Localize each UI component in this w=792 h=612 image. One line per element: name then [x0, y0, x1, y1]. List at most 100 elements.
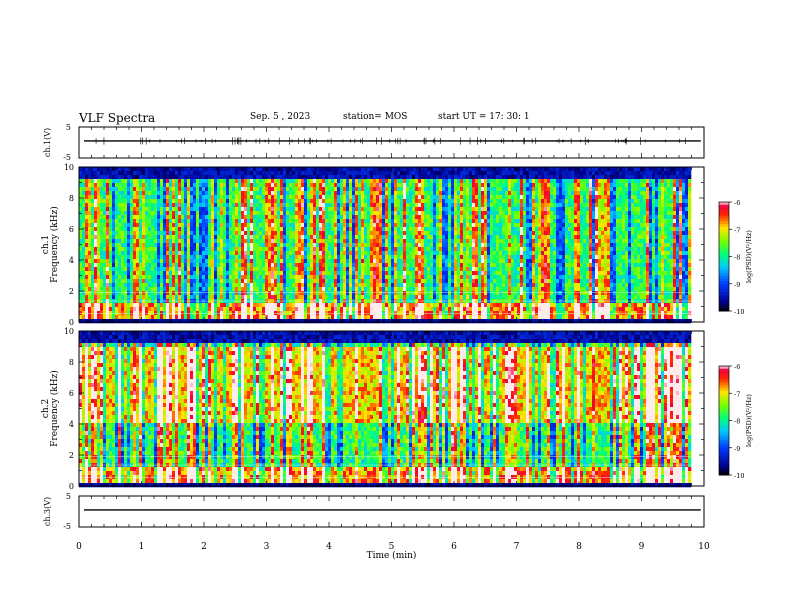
spectrogram-cell: [328, 227, 332, 232]
spectrogram-cell: [217, 243, 221, 248]
spectrogram-cell: [148, 311, 152, 316]
spectrogram-cell: [397, 215, 401, 220]
spectrogram-cell: [220, 167, 224, 172]
spectrogram-cell: [196, 263, 200, 268]
spectrogram-cell: [334, 315, 338, 320]
spectrogram-cell: [127, 275, 131, 280]
spectrogram-cell: [340, 171, 344, 176]
spectrogram-cell: [403, 279, 407, 284]
spectrogram-cell: [277, 207, 281, 212]
spectrogram-cell: [154, 191, 158, 196]
spectrogram-cell: [268, 287, 272, 292]
spectrogram-cell: [250, 255, 254, 260]
spectrogram-cell: [166, 259, 170, 264]
spectrogram-cell: [133, 303, 137, 308]
spectrogram-cell: [241, 219, 245, 224]
spectrogram-cell: [118, 303, 122, 308]
spectrogram-cell: [445, 263, 449, 268]
spectrogram-cell: [184, 227, 188, 232]
spectrogram-cell: [232, 291, 236, 296]
spectrogram-cell: [340, 287, 344, 292]
spectrogram-cell: [322, 255, 326, 260]
spectrogram-cell: [247, 171, 251, 176]
spectrogram-cell: [334, 199, 338, 204]
spectrogram-cell: [226, 235, 230, 240]
spectrogram-cell: [130, 211, 134, 216]
spectrogram-cell: [172, 207, 176, 212]
spectrogram-cell: [418, 319, 422, 324]
spectrogram-cell: [313, 303, 317, 308]
spectrogram-cell: [337, 215, 341, 220]
spectrogram-cell: [193, 215, 197, 220]
spectrogram-cell: [334, 307, 338, 312]
spectrogram-cell: [184, 179, 188, 184]
spectrogram-cell: [244, 271, 248, 276]
spectrogram-cell: [430, 207, 434, 212]
spectrogram-cell: [115, 187, 119, 192]
spectrogram-cell: [247, 295, 251, 300]
spectrogram-cell: [175, 211, 179, 216]
spectrogram-cell: [421, 291, 425, 296]
spectrogram-cell: [328, 295, 332, 300]
spectrogram-cell: [460, 287, 464, 292]
spectrogram-cell: [190, 235, 194, 240]
spectrogram-cell: [82, 235, 86, 240]
spectrogram-cell: [394, 271, 398, 276]
spectrogram-cell: [445, 255, 449, 260]
spectrogram-cell: [451, 231, 455, 236]
spectrogram-cell: [187, 171, 191, 176]
spectrogram-cell: [238, 311, 242, 316]
spectrogram-cell: [337, 311, 341, 316]
spectrogram-cell: [277, 259, 281, 264]
spectrogram-cell: [457, 243, 461, 248]
spectrogram-cell: [97, 255, 101, 260]
spectrogram-cell: [187, 303, 191, 308]
spectrogram-cell: [184, 271, 188, 276]
spectrogram-cell: [283, 291, 287, 296]
spectrogram-cell: [181, 279, 185, 284]
spectrogram-cell: [301, 279, 305, 284]
spectrogram-cell: [403, 303, 407, 308]
spectrogram-cell: [403, 319, 407, 324]
spectrogram-cell: [457, 171, 461, 176]
spectrogram-cell: [235, 195, 239, 200]
spectrogram-cell: [361, 275, 365, 280]
spectrogram-cell: [235, 251, 239, 256]
spectrogram-cell: [223, 303, 227, 308]
spectrogram-cell: [430, 199, 434, 204]
spectrogram-cell: [313, 271, 317, 276]
spectrogram-cell: [154, 183, 158, 188]
spectrogram-cell: [151, 307, 155, 312]
spectrogram-cell: [163, 231, 167, 236]
spectrogram-cell: [331, 243, 335, 248]
spectrogram-cell: [325, 287, 329, 292]
spectrogram-cell: [373, 215, 377, 220]
spectrogram-cell: [199, 255, 203, 260]
spectrogram-cell: [409, 183, 413, 188]
spectrogram-cell: [244, 243, 248, 248]
spectrogram-cell: [394, 279, 398, 284]
spectrogram-cell: [304, 191, 308, 196]
spectrogram-cell: [97, 251, 101, 256]
spectrogram-cell: [385, 167, 389, 172]
spectrogram-cell: [199, 319, 203, 324]
spectrogram-cell: [295, 287, 299, 292]
spectrogram-cell: [403, 271, 407, 276]
spectrogram-cell: [271, 251, 275, 256]
spectrogram-cell: [274, 303, 278, 308]
spectrogram-cell: [241, 247, 245, 252]
spectrogram-cell: [166, 167, 170, 172]
spectrogram-cell: [139, 307, 143, 312]
spectrogram-cell: [454, 263, 458, 268]
spectrogram-cell: [214, 175, 218, 180]
spectrogram-cell: [295, 263, 299, 268]
spectrogram-cell: [205, 215, 209, 220]
spectrogram-cell: [295, 223, 299, 228]
spectrogram-cell: [373, 235, 377, 240]
spectrogram-cell: [442, 219, 446, 224]
spectrogram-cell: [157, 167, 161, 172]
spectrogram-cell: [406, 183, 410, 188]
spectrogram-cell: [415, 271, 419, 276]
spectrogram-cell: [124, 167, 128, 172]
spectrogram-cell: [283, 271, 287, 276]
